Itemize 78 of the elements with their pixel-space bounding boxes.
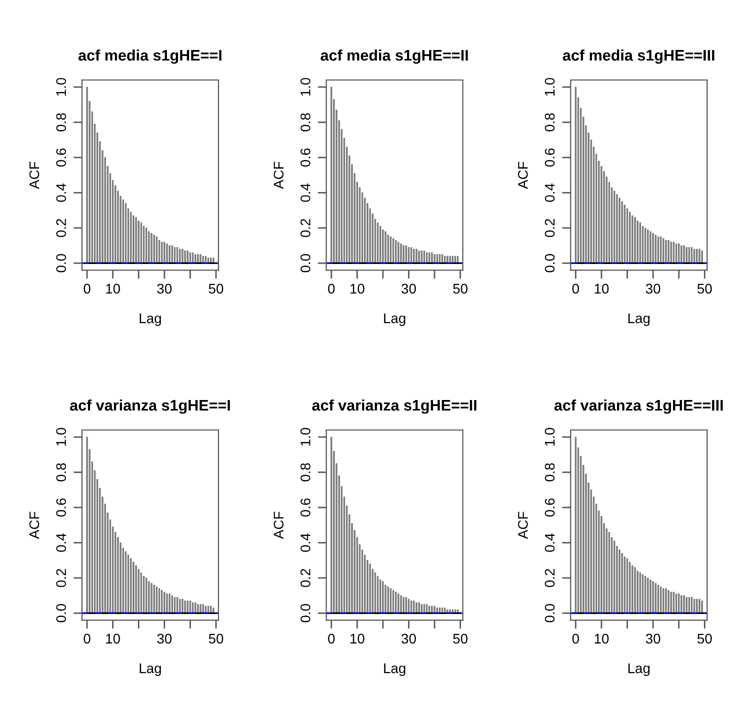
y-tick-label: 0.2 (56, 568, 66, 588)
y-tick-label: 0.8 (56, 463, 66, 482)
y-tick-label: 1.0 (300, 78, 310, 96)
x-axis-title: Lag (628, 664, 650, 676)
y-axis-title: ACF (274, 512, 284, 539)
y-tick-label: 0.8 (300, 463, 310, 482)
y-tick-label: 0.0 (544, 254, 555, 272)
x-tick-label: 10 (594, 284, 609, 294)
y-tick-label: 0.6 (300, 498, 310, 517)
y-axis-title: ACF (274, 162, 284, 189)
y-tick-label: 0.6 (300, 148, 310, 167)
y-tick-label: 1.0 (544, 428, 555, 446)
x-tick-label: 30 (157, 634, 172, 644)
y-tick-label: 0.2 (56, 218, 66, 238)
x-tick-label: 10 (350, 284, 364, 294)
y-tick-label: 0.2 (300, 218, 310, 238)
chart-title: acf media s1gHE==I (78, 49, 222, 64)
x-axis-title: Lag (384, 664, 406, 676)
x-tick-label: 50 (208, 284, 224, 294)
y-tick-label: 0.4 (56, 183, 66, 202)
chart-title: acf media s1gHE==II (320, 49, 468, 64)
y-tick-label: 0.6 (56, 498, 66, 517)
y-tick-label: 0.2 (544, 218, 555, 238)
y-tick-label: 0.8 (544, 113, 555, 132)
x-tick-label: 0 (328, 284, 335, 294)
y-tick-label: 0.4 (300, 533, 310, 552)
y-tick-label: 0.2 (300, 568, 310, 588)
y-tick-label: 0.8 (544, 463, 555, 482)
y-tick-label: 1.0 (300, 428, 310, 446)
x-tick-label: 50 (697, 634, 712, 644)
x-tick-label: 10 (106, 634, 120, 644)
y-tick-label: 0.6 (544, 498, 555, 517)
x-tick-label: 30 (402, 634, 416, 644)
x-tick-label: 0 (84, 634, 90, 644)
y-tick-label: 0.0 (544, 604, 555, 622)
y-axis-title: ACF (29, 162, 40, 189)
x-tick-label: 50 (697, 284, 712, 294)
chart-title: acf media s1gHE==III (562, 49, 714, 64)
chart-title: acf varianza s1gHE==III (554, 399, 723, 414)
y-tick-label: 1.0 (56, 428, 66, 446)
y-tick-label: 0.8 (56, 113, 66, 132)
x-tick-label: 50 (453, 284, 468, 294)
x-axis-title: Lag (384, 314, 406, 326)
y-tick-label: 0.4 (56, 533, 66, 552)
y-axis-title: ACF (518, 162, 528, 189)
x-tick-label: 50 (453, 634, 468, 644)
y-tick-label: 1.0 (544, 78, 555, 96)
x-tick-label: 0 (572, 284, 579, 294)
x-tick-label: 30 (646, 284, 660, 294)
y-tick-label: 0.6 (56, 148, 66, 167)
y-tick-label: 0.0 (56, 604, 66, 622)
x-tick-label: 30 (157, 284, 172, 294)
y-tick-label: 0.4 (544, 533, 555, 552)
y-tick-label: 0.4 (300, 183, 310, 202)
x-tick-label: 50 (208, 634, 224, 644)
x-tick-label: 10 (350, 634, 364, 644)
x-tick-label: 0 (328, 634, 335, 644)
x-axis-title: Lag (628, 314, 650, 326)
y-tick-label: 0.2 (544, 568, 555, 588)
x-tick-label: 10 (106, 284, 120, 294)
x-tick-label: 0 (572, 634, 579, 644)
chart-title: acf varianza s1gHE==I (70, 399, 230, 414)
x-tick-label: 30 (646, 634, 660, 644)
y-axis-title: ACF (518, 512, 528, 539)
y-tick-label: 0.0 (300, 604, 310, 622)
y-axis-title: ACF (29, 512, 40, 539)
y-tick-label: 0.4 (544, 183, 555, 202)
y-tick-label: 0.6 (544, 148, 555, 167)
x-tick-label: 10 (594, 634, 609, 644)
y-tick-label: 0.0 (300, 254, 310, 272)
y-tick-label: 0.0 (56, 254, 66, 272)
x-tick-label: 0 (84, 284, 90, 294)
y-tick-label: 0.8 (300, 113, 310, 132)
chart-title: acf varianza s1gHE==II (312, 399, 476, 414)
x-axis-title: Lag (140, 664, 161, 676)
x-axis-title: Lag (140, 314, 161, 326)
x-tick-label: 30 (402, 284, 416, 294)
y-tick-label: 1.0 (56, 78, 66, 96)
